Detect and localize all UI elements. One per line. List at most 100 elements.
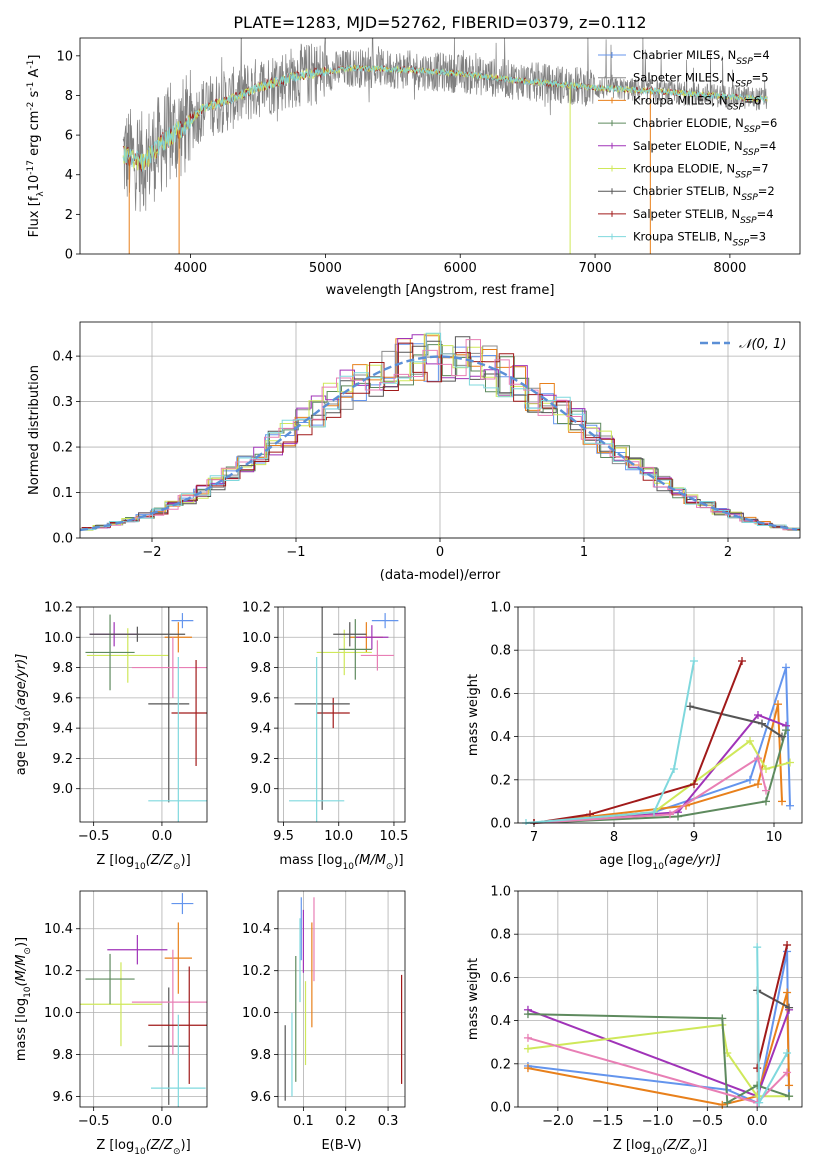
y-tick-label: 0.0 [52,532,73,547]
x-axis-label-part: (Z/Z [146,853,174,868]
legend-entry-part: Kroupa MILES, N [633,93,728,107]
x-tick-label: 4000 [174,261,207,276]
y-tick-label: 9.4 [250,722,271,737]
y-axis-label: age [log10(age/yr)] [14,654,33,776]
x-axis-label-part: Z [log [96,853,134,868]
y-tick-label: 10.4 [44,922,73,937]
y-tick-label: 0.2 [52,441,73,456]
y-tick-label: 2 [65,208,73,223]
weight-line [533,729,787,824]
legend-entry-part: =6 [760,116,777,130]
y-tick-label: 9.4 [52,722,73,737]
y-tick-label: 9.2 [250,752,271,767]
x-axis-label-part: (M/M [354,853,386,868]
legend-entry: Salpeter MILES, NSSP=5 [633,71,769,90]
y-tick-label: 0.4 [490,730,511,745]
y-axis-label-part: -1 [26,82,36,91]
y-axis-label-part: ] [27,55,42,60]
y-axis-label-part: )] [14,937,29,947]
axes-frame [79,606,208,823]
legend-entry-part: =3 [749,230,766,244]
y-tick-label: 0.8 [490,644,511,659]
x-axis-label-part: 10 [134,862,146,872]
legend-entry-part: SSP [728,102,745,112]
extinction-mass-panel: 0.1 0.2 0.3 9.6 9.8 10.0 10.2 10.4 E(B-V) [242,890,406,1153]
x-tick-label: −0.5 [78,1114,110,1129]
legend-entry: Kroupa STELIB, NSSP=3 [633,230,766,249]
x-axis-label: wavelength [Angstrom, rest frame] [326,283,555,298]
legend-entry: Kroupa MILES, NSSP=6 [633,93,761,112]
y-tick-label: 10.0 [44,631,73,646]
legend-entry-part: SSP [735,80,752,90]
x-axis-label-part: 10 [652,862,664,872]
y-tick-label: 1.0 [490,601,511,616]
legend-entry: Salpeter ELODIE, NSSP=4 [633,139,776,158]
x-tick-label: 5000 [309,261,342,276]
y-tick-label: 9.6 [250,1090,271,1105]
y-tick-label: 10.0 [44,1006,73,1021]
y-tick-label: 10.2 [242,964,271,979]
legend-entry-part: Chabrier STELIB, N [633,184,741,198]
chart-title: PLATE=1283, MJD=52762, FIBERID=0379, z=0… [233,13,646,32]
legend-entry-part: SSP [743,148,760,158]
x-tick-label: 10.0 [324,829,353,844]
x-axis-label-part: )] [393,853,403,868]
x-tick-label: −1 [286,545,305,560]
x-tick-label: 0.0 [152,829,173,844]
y-axis-label-part: erg cm [27,111,42,160]
weight-line [527,1008,790,1098]
mass-age-panel: 9.5 10.0 10.5 9.0 9.2 9.4 9.6 9.8 10.0 10.2 mass [… [242,601,408,873]
y-axis-label-part: ⊙ [23,947,33,955]
axes-frame [517,890,803,1108]
y-tick-label: 0.2 [490,1057,511,1072]
y-axis-label: Flux [fλ10-17 erg cm-2 s-1 A-1] [26,55,46,238]
y-axis-label-part: Flux [f [27,196,42,237]
x-tick-label: −1.5 [592,1114,624,1129]
errorbars [289,607,399,822]
x-axis-label: Z [log10(Z/Z⊙)] [96,853,190,872]
normal-curve [80,355,798,532]
y-axis-label-part: age [log [14,722,29,775]
y-tick-label: 4 [65,168,73,183]
legend-entry-part: Salpeter STELIB, N [633,207,740,221]
x-axis-label: Z [log10(Z/Z⊙)] [613,1138,707,1157]
weight-line [533,660,743,824]
y-tick-label: 9.8 [52,1048,73,1063]
x-tick-label: −2 [142,545,161,560]
x-axis-label: age [log10(age/yr)] [599,853,721,872]
legend-entry-part: SSP [741,193,758,203]
x-axis-label-part: ⊙ [173,862,181,872]
spectrum-lines [122,38,768,254]
y-axis-label-part: λ [36,191,46,197]
legend-entry-part: SSP [744,125,761,135]
y-tick-label: 0.2 [490,773,511,788]
axes-frame [277,890,406,1108]
y-tick-label: 9.2 [52,752,73,767]
legend-entry-part: SSP [740,216,757,226]
metallicity-mass-panel: −0.5 0.09.69.810.010.210.4Z [log10(Z/Z⊙)]… [14,890,208,1157]
x-axis-label-part: Z [log [613,1138,651,1153]
x-tick-label: −0.5 [692,1114,724,1129]
x-tick-label: −2.0 [542,1114,574,1129]
x-axis-label-part: (Z/Z [662,1138,690,1153]
y-tick-label: 0.4 [490,1014,511,1029]
y-tick-label: 9.8 [250,1048,271,1063]
x-tick-label: 0.0 [152,1114,173,1129]
x-axis-label-part: Z [log [96,1138,134,1153]
x-axis-label: Z [log10(Z/Z⊙)] [96,1138,190,1157]
y-tick-label: 10.2 [44,601,73,616]
metallicity-age-panel: −0.5 0.09.09.29.49.69.810.010.2Z [log10(Z… [14,601,208,872]
observed-spectrum [122,38,768,212]
weight-line [525,660,695,824]
axes-frame [517,606,803,824]
y-axis-label-part: s [27,90,42,101]
y-axis-label: mass weight [466,958,481,1040]
y-tick-label: 9.8 [250,661,271,676]
legend-entry-part: =2 [758,184,775,198]
model-spectrum [122,64,768,172]
x-tick-label: 2 [724,545,732,560]
y-tick-label: 9.6 [52,1090,73,1105]
errorbars [284,897,403,1101]
legend-entry-part: Chabrier MILES, N [633,48,736,62]
